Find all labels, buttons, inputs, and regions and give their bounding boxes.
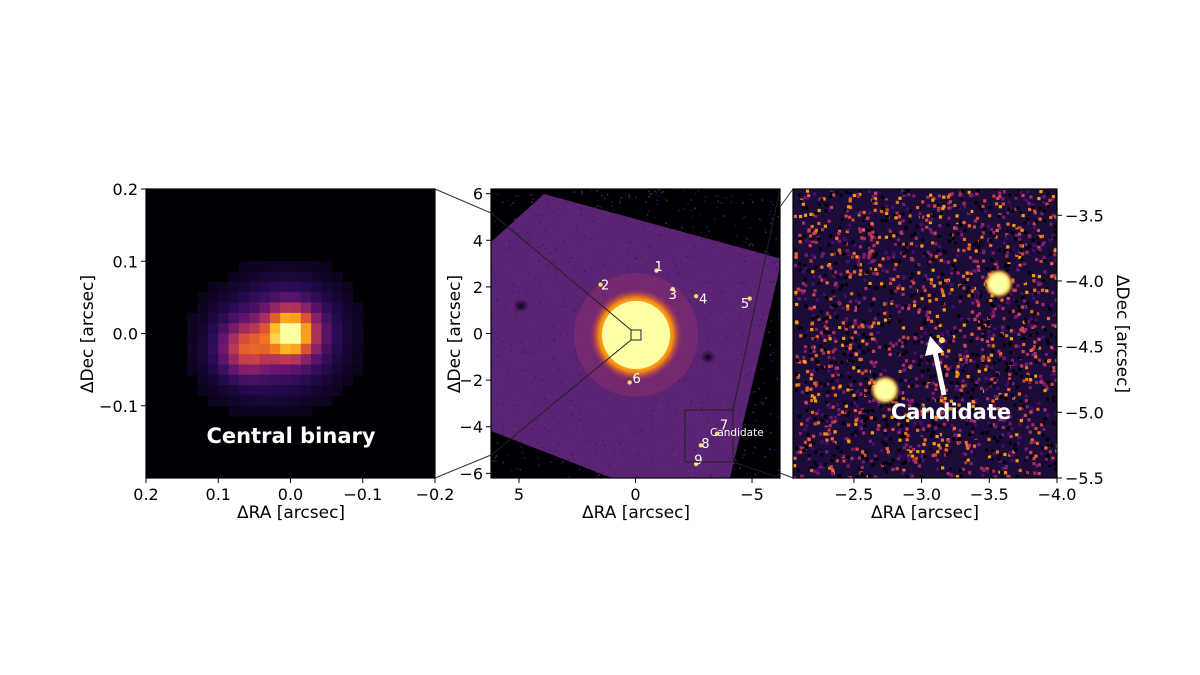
point-source-label: 2 xyxy=(601,279,609,294)
point-source-3 xyxy=(670,287,675,292)
point-source-label: 5 xyxy=(741,297,749,312)
x-tick-label: 0.1 xyxy=(206,485,231,504)
right-x-axis-label: ΔRA [arcsec] xyxy=(871,503,979,523)
left-axis-ticks: 0.2 0.1 0.0 −0.1 −0.2 0.2 0.1 0.0 −0.1 xyxy=(99,180,454,504)
y-tick-label: 6 xyxy=(473,185,483,204)
y-tick-label: −4 xyxy=(459,418,483,437)
candidate-small-label: Candidate xyxy=(710,427,764,439)
point-source-8 xyxy=(698,443,703,448)
candidate-field-noise xyxy=(793,189,1057,478)
middle-y-axis-label: ΔDec [arcsec] xyxy=(445,275,465,393)
point-source-label: 9 xyxy=(694,453,702,468)
middle-x-axis-label: ΔRA [arcsec] xyxy=(582,503,690,523)
field-star-core xyxy=(989,274,1008,293)
zoom-line-left-bottom xyxy=(434,454,492,479)
point-source-1 xyxy=(654,268,659,273)
point-source-label: 8 xyxy=(701,437,709,452)
panel-central-binary: 0.2 0.1 0.0 −0.1 −0.2 0.2 0.1 0.0 −0.1 Central b… xyxy=(78,180,454,523)
y-tick-label: −4.0 xyxy=(1065,272,1104,291)
central-binary-label: Central binary xyxy=(206,424,375,448)
right-axis-ticks: −2.5 −3.0 −3.5 −4.0 −3.5 −4.0 −4.5 −5.0 −5.5 xyxy=(834,206,1103,504)
zoom-line-right-top xyxy=(779,188,794,208)
x-tick-label: 0.2 xyxy=(133,485,158,504)
y-tick-label: 0.2 xyxy=(113,180,138,199)
x-tick-label: −5 xyxy=(740,485,764,504)
right-plot-frame xyxy=(792,188,1058,479)
y-tick-label: 0.1 xyxy=(113,252,138,271)
dark-spot-left xyxy=(513,299,529,313)
central-binary-image xyxy=(187,261,364,417)
point-source-6 xyxy=(627,380,632,385)
zoom-line-right-bottom xyxy=(779,472,794,479)
x-tick-label: −3.0 xyxy=(902,485,941,504)
candidate-label: Candidate xyxy=(891,400,1011,424)
dark-spot-right xyxy=(700,350,716,364)
candidate-arrow xyxy=(925,336,947,396)
x-tick-label: 0 xyxy=(630,485,640,504)
point-source-label: 3 xyxy=(669,288,677,303)
right-y-axis-label: ΔDec [arcsec] xyxy=(1112,275,1132,393)
point-source-4 xyxy=(693,294,699,299)
y-tick-label: −6 xyxy=(459,464,483,483)
y-tick-label: 0.0 xyxy=(113,325,138,344)
x-tick-label: −4.0 xyxy=(1038,485,1077,504)
point-source-label: 7 xyxy=(720,418,728,433)
y-tick-label: −4.5 xyxy=(1065,338,1104,357)
x-tick-label: −0.2 xyxy=(416,485,455,504)
candidate-zoom-box xyxy=(684,409,734,463)
point-sources: 1 2 3 4 5 6 789 xyxy=(598,260,752,468)
zoom-line-left-top xyxy=(434,188,492,214)
point-source-9 xyxy=(693,461,699,467)
point-source-label: 4 xyxy=(699,293,707,308)
candidate-field-sources xyxy=(870,268,1014,405)
y-tick-label: 0 xyxy=(473,325,483,344)
field-star-core xyxy=(876,380,895,399)
y-tick-label: −5.5 xyxy=(1065,469,1104,488)
x-tick-label: −3.5 xyxy=(970,485,1009,504)
y-tick-label: 4 xyxy=(473,231,483,250)
left-x-axis-label: ΔRA [arcsec] xyxy=(237,503,345,523)
x-tick-label: −2.5 xyxy=(834,485,873,504)
central-zoom-box xyxy=(630,329,642,341)
point-source-5 xyxy=(747,296,752,301)
middle-axis-ticks: 5 0 −5 6 4 2 0 −2 −4 −6 xyxy=(459,185,763,504)
x-tick-label: 0.0 xyxy=(278,485,303,504)
x-tick-label: 5 xyxy=(514,485,524,504)
point-source-label: 6 xyxy=(633,372,641,387)
y-tick-label: −5.0 xyxy=(1065,403,1104,422)
y-tick-label: 2 xyxy=(473,278,483,297)
point-source-label: 1 xyxy=(655,260,663,275)
y-tick-label: −0.1 xyxy=(99,397,138,416)
y-tick-label: −3.5 xyxy=(1065,206,1104,225)
y-tick-label: −2 xyxy=(459,371,483,390)
candidate-source xyxy=(938,337,945,344)
panel-candidate-zoom: Candidate −2.5 −3.0 −3.5 −4.0 −3.5 −4.0 −4.5 −5… xyxy=(792,188,1132,523)
panel-wide-field: 1 2 3 4 5 6 789 Candidate 5 0 −5 6 4 2 0 −2 −4 −6 ΔRA [… xyxy=(445,185,781,523)
point-source-2 xyxy=(598,282,603,287)
left-y-axis-label: ΔDec [arcsec] xyxy=(78,275,98,393)
x-tick-label: −0.1 xyxy=(343,485,382,504)
point-source-7 xyxy=(714,431,720,436)
